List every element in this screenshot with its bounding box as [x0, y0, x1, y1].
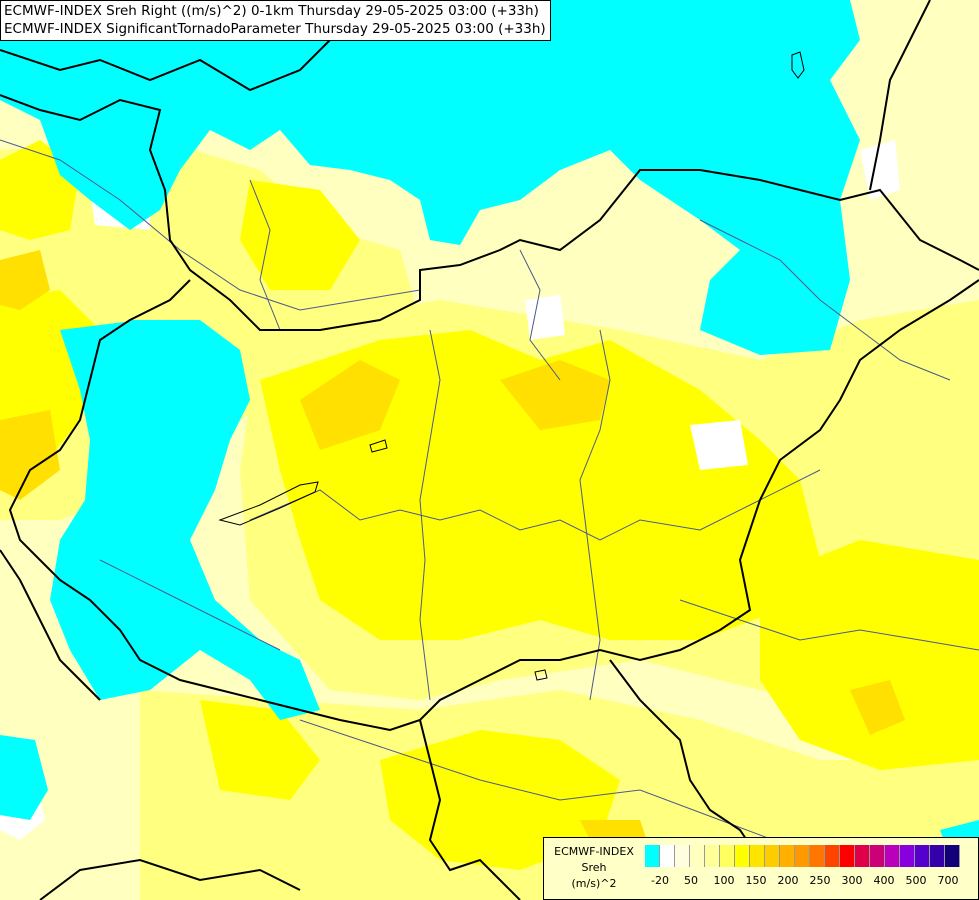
- legend-swatch: [825, 845, 840, 867]
- legend-title: ECMWF-INDEX Sreh (m/s)^2: [546, 844, 642, 892]
- legend-swatch: [915, 845, 930, 867]
- map-title-box: ECMWF-INDEX Sreh Right ((m/s)^2) 0-1km T…: [0, 0, 551, 41]
- legend-swatch: [660, 845, 675, 867]
- lakes: [218, 51, 805, 681]
- legend-swatch: [870, 845, 885, 867]
- legend-swatch: [735, 845, 750, 867]
- legend-tick-label: 100: [713, 874, 735, 887]
- legend-tick-label: 50: [684, 874, 698, 887]
- legend-tick-label: 150: [745, 874, 767, 887]
- legend-tick-label: 250: [809, 874, 831, 887]
- legend-swatch: [900, 845, 915, 867]
- legend-tick-label: 500: [905, 874, 927, 887]
- legend-swatch: [690, 845, 705, 867]
- legend-swatches: [645, 845, 960, 867]
- legend-swatch: [720, 845, 735, 867]
- legend-source: ECMWF-INDEX: [554, 845, 634, 858]
- title-line-2: ECMWF-INDEX SignificantTornadoParameter …: [4, 21, 546, 37]
- legend-swatch: [855, 845, 870, 867]
- legend-swatch: [945, 845, 960, 867]
- legend-swatch: [930, 845, 945, 867]
- cyan-fields: [0, 0, 979, 870]
- legend-swatch: [675, 845, 690, 867]
- color-legend: ECMWF-INDEX Sreh (m/s)^2 -20 50 100 150 200 2…: [543, 837, 979, 900]
- legend-swatch: [885, 845, 900, 867]
- legend-variable: Sreh: [581, 861, 607, 874]
- legend-swatch: [810, 845, 825, 867]
- legend-tick-label: 300: [841, 874, 863, 887]
- legend-swatch: [795, 845, 810, 867]
- legend-tick-label: 400: [873, 874, 895, 887]
- legend-tick-label: -20: [651, 874, 669, 887]
- legend-swatch: [645, 845, 660, 867]
- legend-swatch: [840, 845, 855, 867]
- legend-swatch: [780, 845, 795, 867]
- rivers: [0, 139, 979, 851]
- title-line-1: ECMWF-INDEX Sreh Right ((m/s)^2) 0-1km T…: [4, 3, 539, 19]
- legend-swatch: [765, 845, 780, 867]
- legend-swatch: [705, 845, 720, 867]
- legend-ticks: -20 50 100 150 200 250 300 400 500 700: [645, 874, 975, 890]
- legend-unit: (m/s)^2: [571, 877, 617, 890]
- legend-tick-label: 700: [937, 874, 959, 887]
- legend-tick-label: 200: [777, 874, 799, 887]
- legend-swatch: [750, 845, 765, 867]
